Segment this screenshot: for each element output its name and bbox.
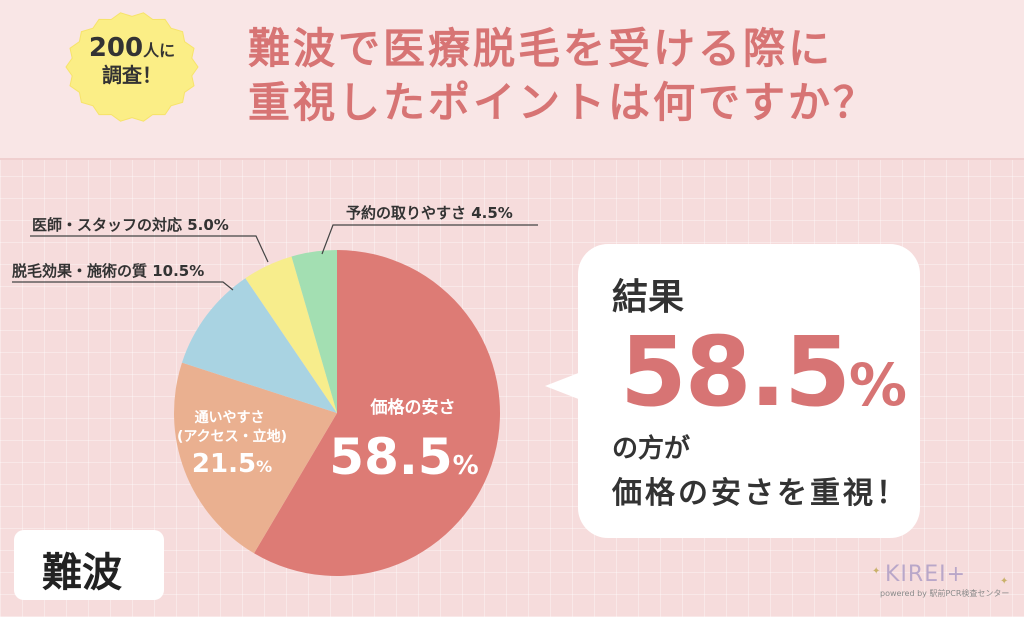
- slice-access: [174, 362, 337, 554]
- brand-tagline: powered by 駅前PCR検査センター: [880, 589, 1010, 598]
- badge-suffix: 人に: [143, 41, 176, 60]
- result-value: 58.5%: [620, 316, 907, 428]
- value-access-number: 21.5: [192, 449, 256, 479]
- value-access: 21.5%: [192, 449, 272, 479]
- location-box: [14, 530, 164, 600]
- result-line-1: の方が: [612, 434, 691, 464]
- slice-staff: [245, 256, 337, 413]
- label-access-line1: 通いやすさ: [195, 410, 265, 426]
- leader-line-staff: [30, 235, 269, 263]
- label-quality: 脱毛効果・施術の質 10.5%: [12, 262, 204, 280]
- value-price-number: 58.5: [329, 428, 452, 486]
- slice-reservation: [291, 250, 337, 413]
- label-reservation: 予約の取りやすさ 4.5%: [346, 204, 513, 222]
- label-access-line2: (アクセス・立地): [177, 428, 287, 445]
- title-line-2: 重視したポイントは何ですか？: [248, 78, 879, 127]
- pie-chart: 脱毛効果・施術の質 10.5% 医師・スタッフの対応 5.0% 予約の取りやすさ…: [12, 204, 538, 576]
- page-title: 難波で医療脱毛を受ける際に 重視したポイントは何ですか？: [248, 22, 1008, 130]
- brand-logo: KIREI+: [885, 562, 967, 587]
- badge-text: 200人に 調査！: [62, 33, 202, 87]
- sparkle-icon: ✦: [1000, 576, 1009, 587]
- label-price: 価格の安さ: [370, 397, 456, 418]
- leader-line-reservation: [321, 224, 538, 255]
- result-bubble-tail: [545, 372, 581, 400]
- title-line-1: 難波で医療脱毛を受ける際に: [248, 24, 834, 73]
- leader-line-quality: [12, 281, 234, 291]
- value-access-unit: %: [256, 457, 272, 476]
- location-label: 難波: [42, 550, 122, 596]
- sparkle-icon: ✦: [872, 566, 881, 577]
- value-price-unit: %: [453, 451, 479, 481]
- result-label: 結果: [612, 277, 685, 318]
- value-price: 58.5%: [329, 428, 478, 486]
- slice-quality: [181, 278, 337, 413]
- result-line-2: 価格の安さを重視！: [612, 476, 909, 511]
- badge-line2: 調査！: [102, 62, 162, 87]
- label-staff: 医師・スタッフの対応 5.0%: [32, 216, 229, 234]
- result-value-unit: %: [848, 351, 907, 419]
- label-access: 通いやすさ (アクセス・立地): [177, 410, 287, 445]
- slice-price: [254, 250, 501, 576]
- result-value-number: 58.5: [620, 316, 851, 428]
- survey-badge: [65, 12, 199, 122]
- result-bubble: [578, 244, 920, 538]
- badge-count: 200: [88, 33, 144, 63]
